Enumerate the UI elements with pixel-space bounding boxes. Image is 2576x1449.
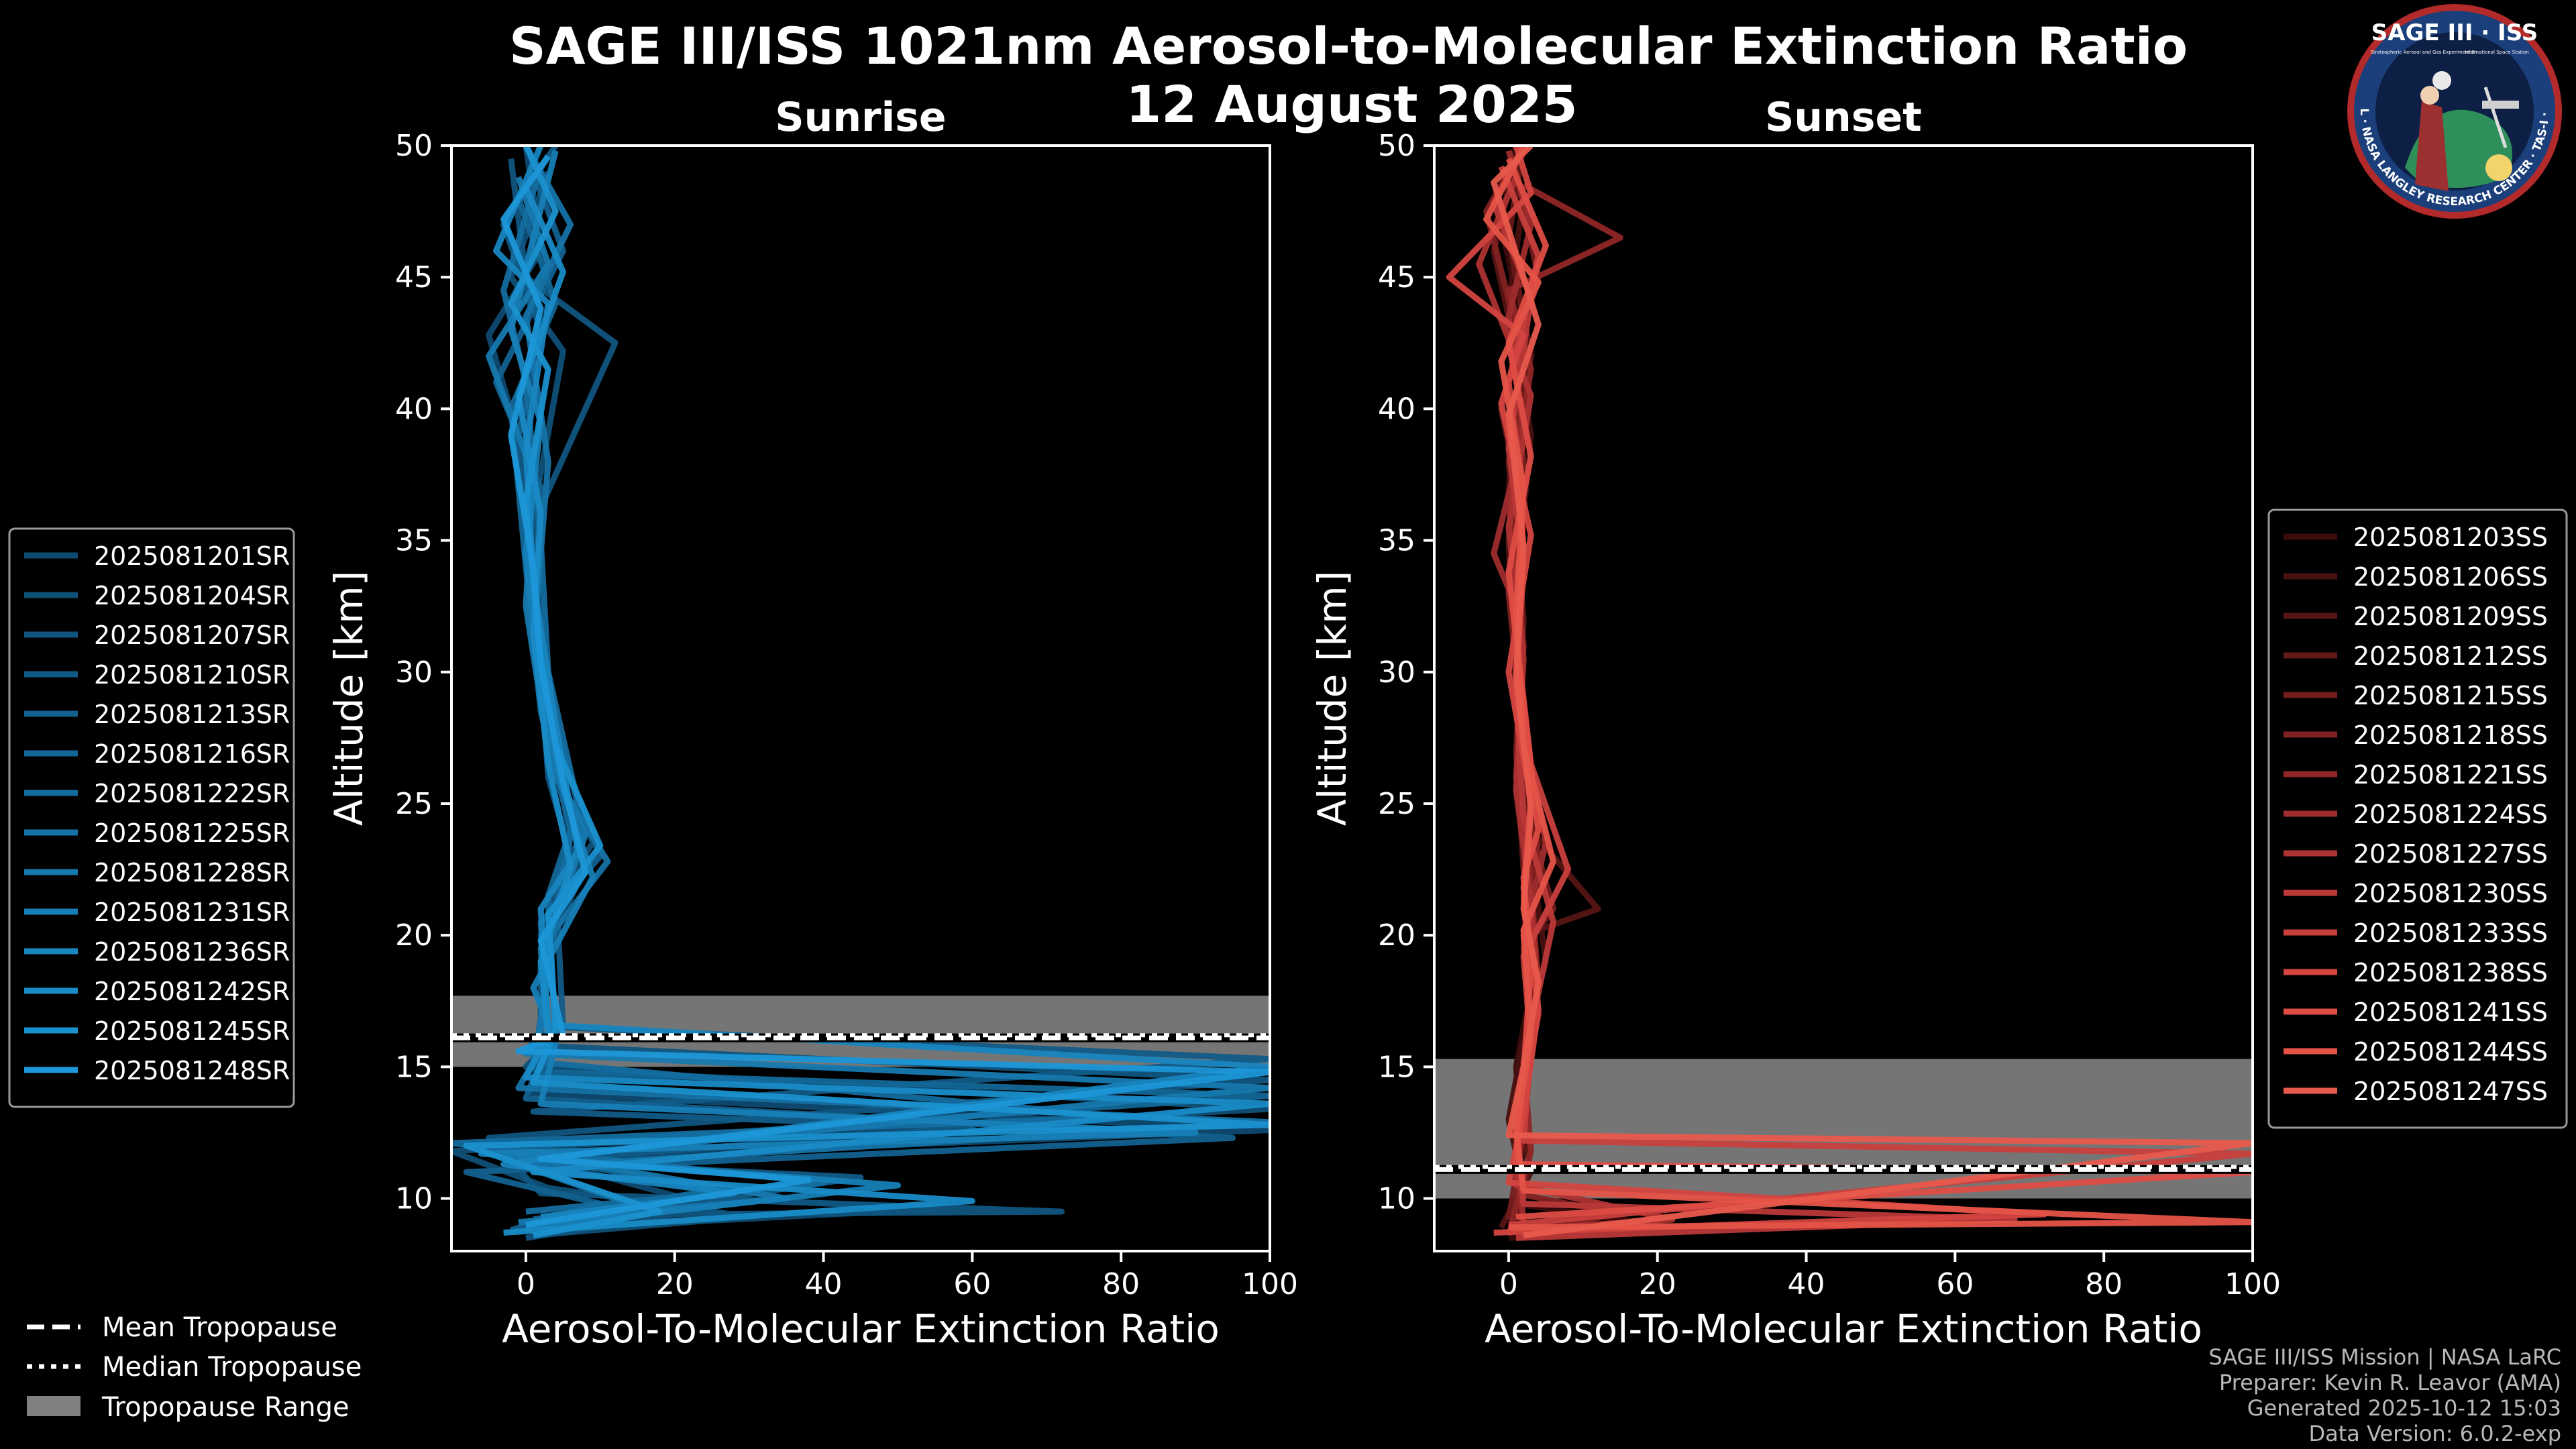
footer-line: Generated 2025-10-12 15:03	[2247, 1395, 2561, 1421]
legend-label: 2025081225SR	[94, 818, 290, 848]
legend-label: 2025081228SR	[94, 858, 290, 888]
legend-label: 2025081227SS	[2353, 839, 2548, 869]
x-tick-label: 60	[953, 1267, 991, 1301]
legend-label: 2025081201SR	[94, 541, 290, 571]
x-tick-label: 40	[805, 1267, 843, 1301]
logo-subtitle-left: Stratospheric Aerosol and Gas Experiment…	[2370, 50, 2475, 55]
y-tick-label: 10	[1378, 1182, 1415, 1216]
sunset-x-axis-label: Aerosol-To-Molecular Extinction Ratio	[1485, 1306, 2202, 1352]
footer-credits: SAGE III/ISS Mission | NASA LaRC Prepare…	[2208, 1344, 2561, 1446]
tropopause-range-swatch	[27, 1396, 80, 1416]
legend-label: 2025081224SS	[2353, 800, 2548, 829]
figure-date: 12 August 2025	[1126, 74, 1577, 134]
sunset-axes-frame	[1433, 144, 2254, 1252]
legend-label: 2025081218SS	[2353, 720, 2548, 750]
figure-title: SAGE III/ISS 1021nm Aerosol-to-Molecular…	[509, 16, 2188, 76]
x-tick-label: 80	[2085, 1267, 2123, 1301]
x-tick-label: 40	[1788, 1267, 1825, 1301]
sunrise-y-axis-label: Altitude [km]	[326, 571, 372, 826]
footer-line: Data Version: 6.0.2-exp	[2308, 1421, 2561, 1446]
legend-label: 2025081203SS	[2353, 523, 2548, 552]
sunrise-panel: Sunrise 0 20 40 60 80 100 10 15 20 25 30 35 40 45 50 Aer…	[326, 94, 1298, 1352]
x-tick-label: 80	[1102, 1267, 1140, 1301]
profile-line-2025081231SR	[478, 150, 1199, 1231]
x-tick-label: 20	[656, 1267, 694, 1301]
sunset-panel: Sunset 0 20 40 60 80 100 10 15 20 25 30 35 40 45 50 Aero…	[1309, 94, 2281, 1352]
y-tick-label: 35	[1378, 524, 1415, 558]
sunrise-legend-box	[8, 527, 295, 1108]
sunrise-x-axis-label: Aerosol-To-Molecular Extinction Ratio	[502, 1306, 1220, 1352]
profile-line-2025081248SR	[500, 154, 1270, 1228]
legend-label: 2025081230SS	[2353, 879, 2548, 908]
legend-label: 2025081222SR	[94, 779, 290, 808]
sunset-legend-box	[2267, 508, 2568, 1129]
y-tick-label: 10	[395, 1182, 433, 1216]
tropopause-legend: Mean Tropopause Median Tropopause Tropop…	[27, 1312, 362, 1423]
legend-label: 2025081204SR	[94, 581, 290, 610]
footer-line: Preparer: Kevin R. Leavor (AMA)	[2219, 1370, 2561, 1395]
legend-label: 2025081244SS	[2353, 1037, 2548, 1067]
y-tick-label: 50	[1378, 129, 1415, 163]
median-tropopause-label: Median Tropopause	[102, 1352, 362, 1383]
y-tick-label: 40	[1378, 392, 1415, 426]
sunset-y-axis-label: Altitude [km]	[1309, 571, 1355, 826]
legend-label: 2025081248SR	[94, 1056, 290, 1085]
x-tick-label: 20	[1639, 1267, 1676, 1301]
sunrise-profiles	[451, 146, 1270, 1241]
profile-line-2025081247SS	[1491, 146, 2253, 1238]
sunset-panel-title: Sunset	[1765, 94, 1922, 141]
y-tick-label: 15	[395, 1050, 433, 1084]
x-tick-label: 60	[1936, 1267, 1974, 1301]
y-tick-label: 25	[1378, 787, 1415, 821]
footer-line: SAGE III/ISS Mission | NASA LaRC	[2208, 1344, 2561, 1370]
y-tick-label: 45	[1378, 260, 1415, 294]
y-tick-label: 20	[1378, 918, 1415, 953]
profile-line-2025081241SS	[1505, 157, 2253, 1220]
y-tick-label: 50	[395, 129, 433, 163]
y-tick-label: 35	[395, 524, 433, 558]
tropopause-range-label: Tropopause Range	[101, 1392, 350, 1423]
legend-label: 2025081236SR	[94, 937, 290, 967]
y-tick-label: 30	[1378, 655, 1415, 690]
x-tick-label: 0	[517, 1267, 535, 1301]
y-tick-label: 15	[1378, 1050, 1415, 1084]
sunrise-panel-title: Sunrise	[775, 94, 946, 141]
legend-label: 2025081247SS	[2353, 1077, 2548, 1106]
legend-label: 2025081207SR	[94, 621, 290, 650]
legend-label: 2025081245SR	[94, 1016, 290, 1046]
y-tick-label: 45	[395, 260, 433, 294]
legend-label: 2025081231SR	[94, 898, 290, 927]
legend-label: 2025081206SS	[2353, 562, 2548, 592]
logo-title: SAGE III · ISS	[2371, 19, 2538, 46]
y-tick-label: 25	[395, 787, 433, 821]
y-tick-label: 20	[395, 918, 433, 953]
sunrise-legend: 2025081201SR 2025081204SR 2025081207SR 2025…	[8, 527, 295, 1108]
mean-tropopause-label: Mean Tropopause	[102, 1312, 337, 1343]
x-tick-label: 100	[1242, 1267, 1298, 1301]
legend-label: 2025081212SS	[2353, 641, 2548, 671]
legend-label: 2025081241SS	[2353, 998, 2548, 1027]
y-tick-label: 30	[395, 655, 433, 690]
sunset-legend: 2025081203SS 2025081206SS 2025081209SS 2025…	[2267, 508, 2568, 1129]
legend-label: 2025081242SR	[94, 977, 290, 1006]
legend-label: 2025081209SS	[2353, 602, 2548, 631]
legend-label: 2025081210SR	[94, 660, 290, 690]
legend-label: 2025081238SS	[2353, 958, 2548, 987]
y-tick-label: 40	[395, 392, 433, 426]
logo-subtitle-right: International Space Station	[2465, 50, 2528, 55]
x-tick-label: 100	[2224, 1267, 2281, 1301]
legend-label: 2025081233SS	[2353, 918, 2548, 948]
sunset-tropopause-range	[1434, 1059, 2253, 1199]
sunrise-axes-frame	[450, 144, 1271, 1252]
legend-label: 2025081221SS	[2353, 760, 2548, 790]
x-tick-label: 0	[1499, 1267, 1518, 1301]
legend-label: 2025081213SR	[94, 700, 290, 729]
legend-label: 2025081215SS	[2353, 681, 2548, 710]
legend-label: 2025081216SR	[94, 739, 290, 769]
